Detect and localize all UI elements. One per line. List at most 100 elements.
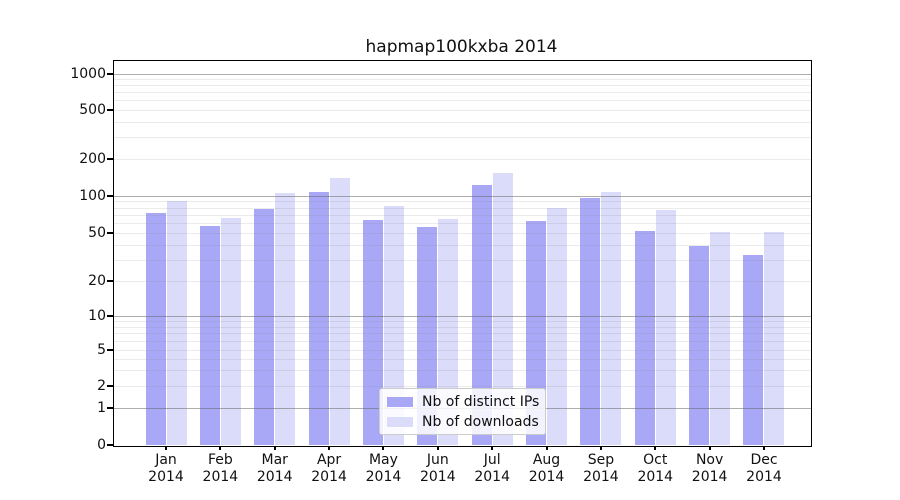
y-tick-mark xyxy=(107,349,113,351)
legend-swatch-downloads xyxy=(387,416,413,427)
bar-may-downloads xyxy=(383,205,404,445)
legend-label-distinct-ips: Nb of distinct IPs xyxy=(422,393,540,410)
chart-title: hapmap100kxba 2014 xyxy=(365,37,558,57)
x-tick-label: Sep 2014 xyxy=(583,452,619,485)
bar-jan-distinct-ips xyxy=(145,213,166,445)
y-tick-label: 0 xyxy=(97,437,106,453)
legend-item-downloads: Nb of downloads xyxy=(380,414,545,430)
legend-item-distinct-ips: Nb of distinct IPs xyxy=(380,394,545,410)
gridline-minor xyxy=(114,79,811,81)
gridline-minor xyxy=(114,358,811,360)
gridline-minor xyxy=(114,326,811,328)
bar-mar-downloads xyxy=(275,192,296,445)
x-tick-mark xyxy=(599,446,602,450)
gridline-minor xyxy=(114,259,811,261)
bar-oct-distinct-ips xyxy=(634,230,655,445)
gridline-minor xyxy=(114,369,811,371)
gridline-minor xyxy=(114,159,811,160)
bar-feb-distinct-ips xyxy=(199,225,220,445)
gridline-minor xyxy=(114,281,811,282)
gridline-minor xyxy=(114,223,811,225)
gridline-minor xyxy=(114,341,811,343)
gridline-minor xyxy=(114,321,811,323)
y-tick-mark xyxy=(107,232,113,234)
x-tick-label: Dec 2014 xyxy=(746,452,782,485)
gridline-minor xyxy=(114,385,811,387)
bar-oct-downloads xyxy=(655,210,676,445)
y-tick-mark xyxy=(107,315,113,317)
gridline-minor xyxy=(114,350,811,351)
x-tick-label: Mar 2014 xyxy=(256,452,293,485)
bar-sep-distinct-ips xyxy=(580,197,601,445)
gridline-minor xyxy=(114,333,811,335)
y-tick-mark xyxy=(107,280,113,282)
bar-jul-downloads xyxy=(492,173,513,445)
plot-area xyxy=(113,60,812,447)
x-tick-mark xyxy=(328,446,331,450)
y-tick-label: 10 xyxy=(88,308,106,324)
y-tick-label: 1000 xyxy=(70,65,106,82)
y-tick-mark xyxy=(107,406,113,409)
y-tick-mark xyxy=(107,194,113,197)
x-tick-mark xyxy=(545,446,548,450)
gridline-minor xyxy=(114,201,811,203)
bar-dec-distinct-ips xyxy=(743,254,764,445)
gridline-minor xyxy=(114,92,811,94)
gridline-minor xyxy=(114,85,811,87)
y-tick-label: 20 xyxy=(88,273,106,289)
y-tick-mark xyxy=(107,72,113,75)
y-tick-mark xyxy=(107,384,113,387)
x-tick-label: Jun 2014 xyxy=(419,452,456,485)
x-tick-label: Apr 2014 xyxy=(311,452,347,485)
x-tick-mark xyxy=(273,446,276,450)
y-tick-mark xyxy=(107,109,113,111)
gridline-minor xyxy=(114,207,811,209)
gridline-major xyxy=(114,316,811,317)
x-tick-label: Nov 2014 xyxy=(691,452,728,485)
bar-aug-downloads xyxy=(547,207,568,445)
y-tick-label: 1 xyxy=(97,399,106,416)
x-tick-mark xyxy=(382,446,385,450)
gridline-major xyxy=(114,73,811,75)
x-tick-label: Feb 2014 xyxy=(202,452,239,485)
x-tick-mark xyxy=(654,446,657,450)
bar-nov-distinct-ips xyxy=(689,246,710,445)
gridline-minor xyxy=(114,100,811,102)
bar-jan-downloads xyxy=(166,200,187,445)
x-tick-label: Aug 2014 xyxy=(528,452,565,485)
gridline-major xyxy=(114,195,811,197)
y-tick-label: 100 xyxy=(79,187,106,204)
bar-dec-downloads xyxy=(764,231,785,445)
legend-swatch-distinct-ips xyxy=(387,396,413,407)
bar-nov-downloads xyxy=(710,231,731,445)
y-tick-label: 200 xyxy=(79,151,106,167)
x-tick-label: Jan 2014 xyxy=(148,452,184,485)
legend: Nb of distinct IPs Nb of downloads xyxy=(379,388,546,435)
bar-may-distinct-ips xyxy=(362,219,383,445)
y-tick-label: 5 xyxy=(97,342,106,358)
gridline-minor xyxy=(114,214,811,216)
gridline-minor xyxy=(114,110,811,111)
legend-label-downloads: Nb of downloads xyxy=(422,413,539,430)
y-tick-label: 500 xyxy=(79,102,106,118)
x-tick-mark xyxy=(708,446,711,450)
x-tick-mark xyxy=(762,446,765,450)
bar-jul-distinct-ips xyxy=(471,184,492,445)
x-tick-mark xyxy=(165,446,167,450)
bar-sep-downloads xyxy=(601,192,622,445)
x-tick-label: Oct 2014 xyxy=(637,452,674,485)
y-tick-label: 50 xyxy=(88,225,106,241)
gridline-minor xyxy=(114,233,811,234)
bar-mar-distinct-ips xyxy=(254,209,275,445)
x-tick-label: Jul 2014 xyxy=(474,452,510,485)
bar-apr-downloads xyxy=(329,177,350,445)
y-tick-mark xyxy=(107,158,113,160)
bar-feb-downloads xyxy=(220,218,241,445)
bar-apr-distinct-ips xyxy=(308,192,329,445)
x-tick-label: May 2014 xyxy=(365,452,402,485)
x-tick-mark xyxy=(436,446,439,450)
y-tick-mark xyxy=(107,444,113,446)
x-tick-mark xyxy=(219,446,222,450)
y-tick-label: 2 xyxy=(97,377,106,394)
